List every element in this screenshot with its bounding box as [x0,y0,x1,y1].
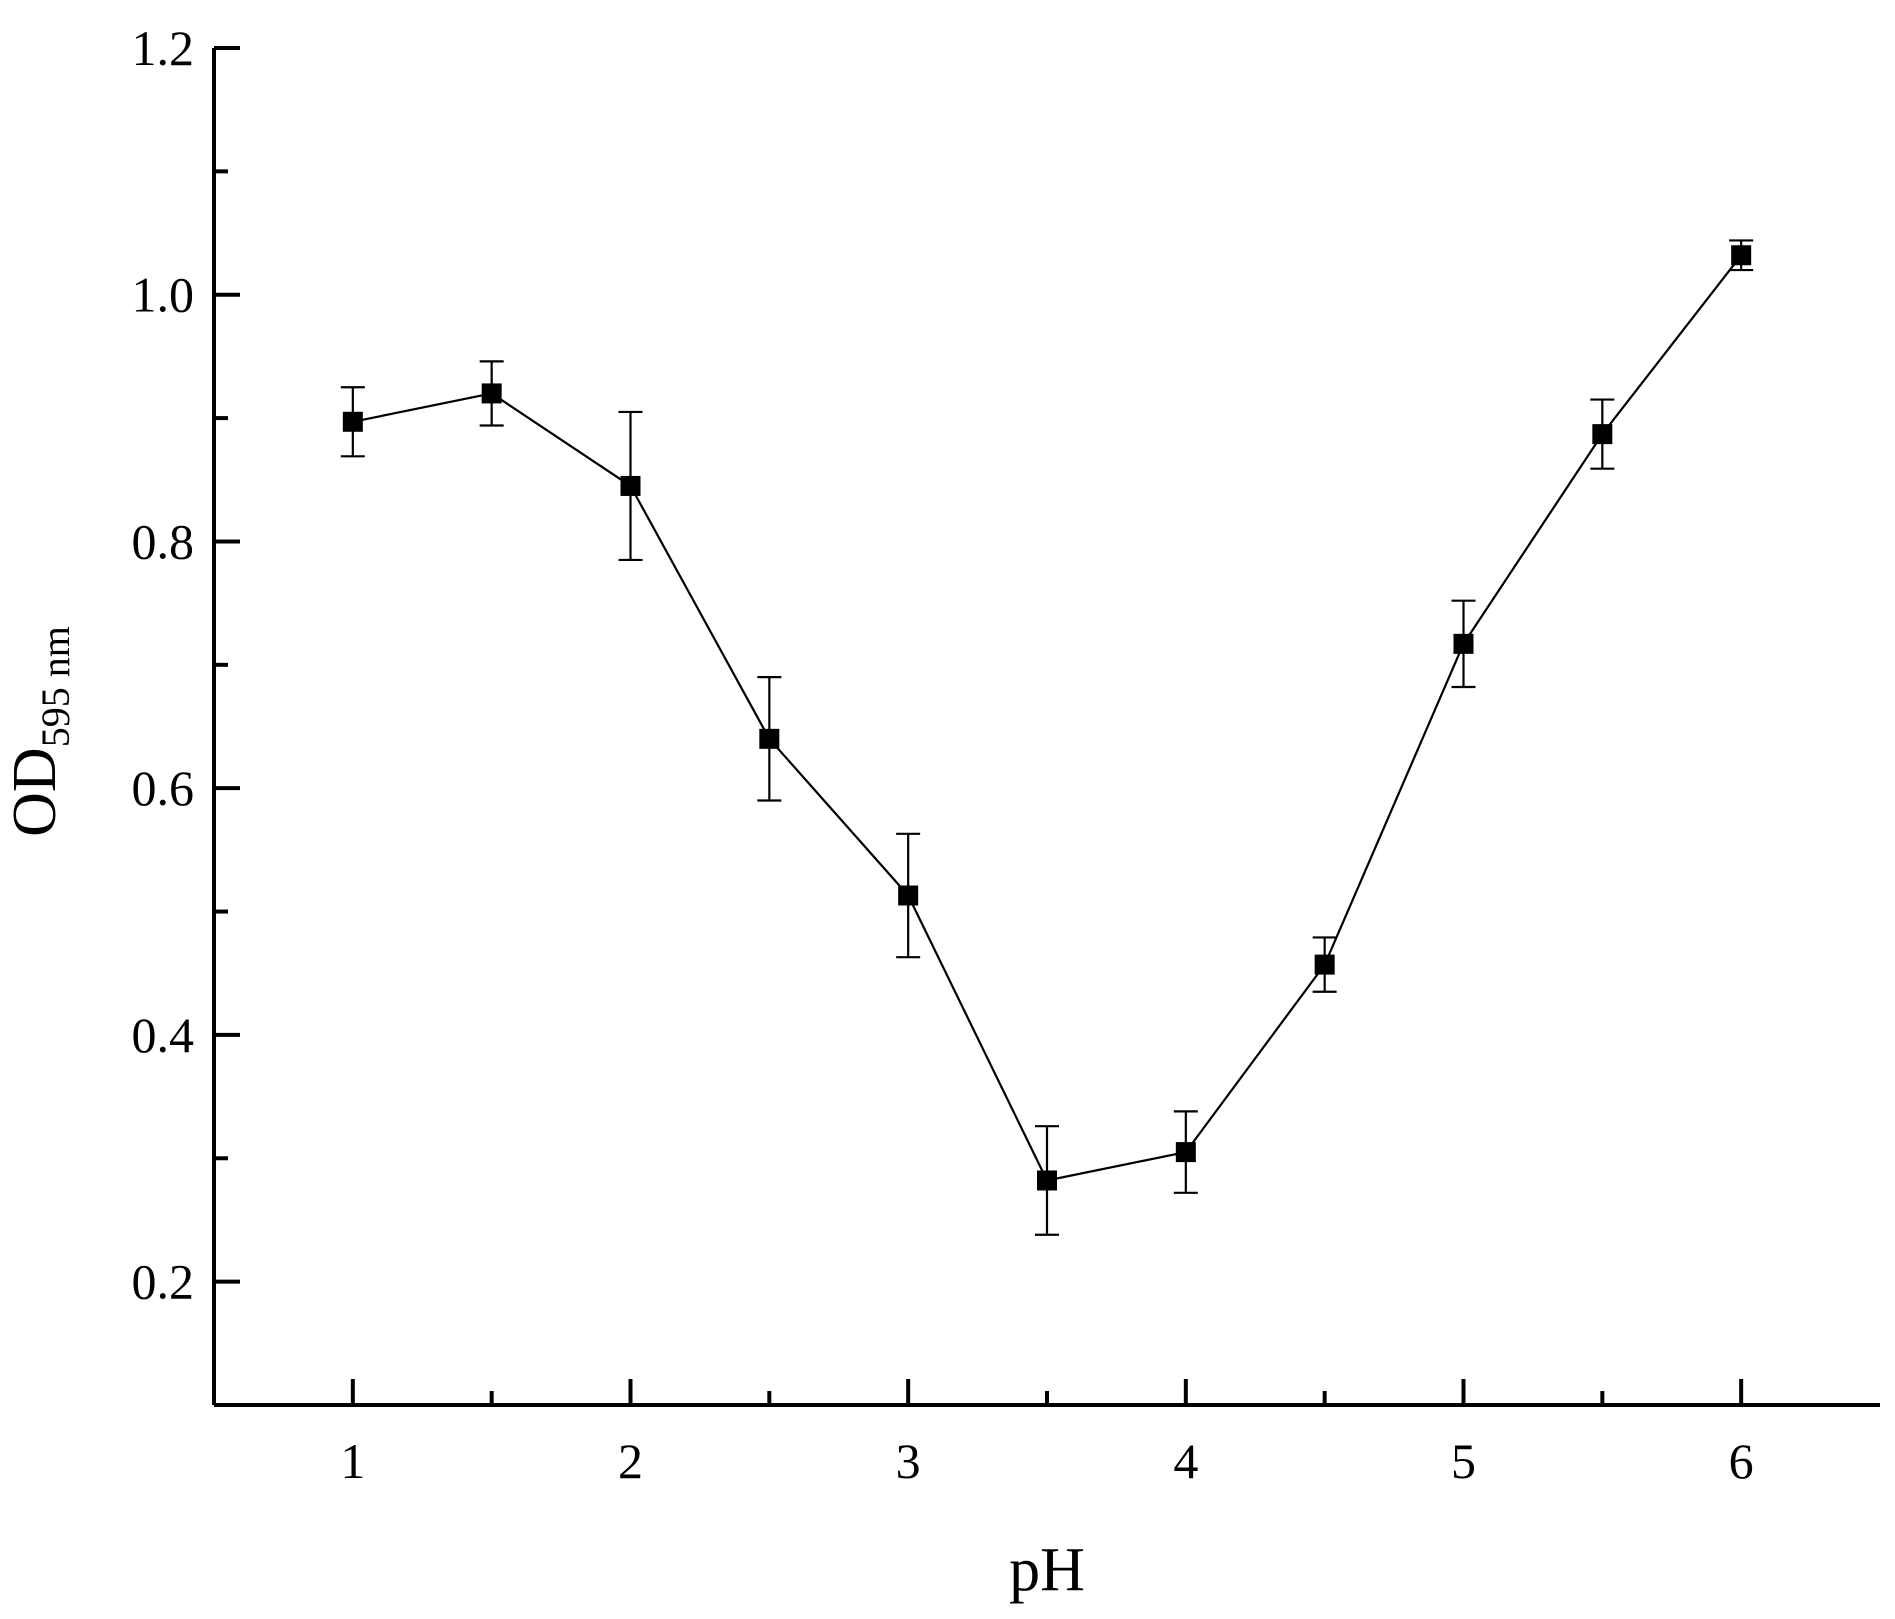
x-axis-title: pH [1009,1536,1085,1604]
data-point [620,475,641,496]
data-point [1731,245,1752,266]
ticks [214,46,1744,1407]
y-tick-label: 0.4 [132,1007,195,1063]
y-tick-label: 0.8 [132,513,195,569]
data-point [1037,1170,1057,1191]
series [340,239,1754,1236]
data-point [1453,633,1474,654]
data-point [1175,1142,1196,1163]
data-point [342,411,363,432]
y-tick-label: 0.2 [132,1254,195,1310]
y-tick-label: 1.2 [132,20,195,76]
y-tick-label: 1.0 [132,267,195,323]
tick-labels: 0.2 0.4 0.6 0.8 1.0 1.2 1 2 3 4 5 6 [132,20,1754,1489]
y-axis-title-main: OD [1,747,69,837]
series-line [352,254,1743,1182]
x-tick-label: 1 [340,1433,365,1489]
data-point [898,885,919,906]
data-point [759,728,780,749]
x-tick-label: 5 [1451,1433,1476,1489]
x-tick-label: 2 [618,1433,643,1489]
x-tick-label: 6 [1729,1433,1754,1489]
data-point [481,383,502,404]
x-tick-label: 3 [896,1433,921,1489]
y-axis-title: OD595 nm [1,626,78,837]
data-point [1314,954,1335,975]
x-tick-label: 4 [1173,1433,1198,1489]
y-tick-label: 0.6 [132,760,195,816]
data-point [1592,424,1613,445]
y-axis-title-subscript: 595 nm [33,626,78,747]
